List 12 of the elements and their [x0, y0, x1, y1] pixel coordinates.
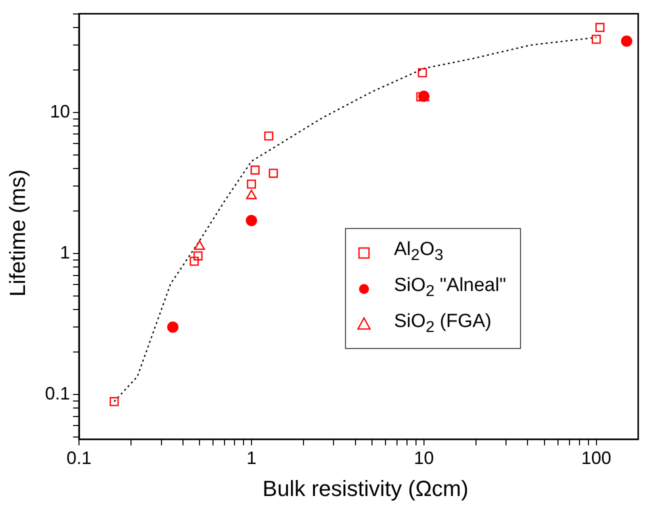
y-axis-title: Lifetime (ms) — [5, 168, 31, 299]
x-tick-label: 0.1 — [66, 448, 92, 468]
legend-label: SiO$_{2}$ (FGA) — [394, 310, 492, 338]
x-tick-label: 100 — [581, 448, 612, 468]
x-tick-label: 10 — [414, 448, 434, 468]
x-tick-label: 1 — [246, 448, 256, 468]
x-axis-title: Bulk resistivity (Ωcm) — [262, 476, 470, 502]
y-tick-label: 10 — [50, 101, 70, 122]
y-tick-label: 1 — [60, 242, 70, 262]
legend-label: SiO$_{2}$ "Alneal" — [394, 274, 506, 302]
y-tick-label: 0.1 — [44, 383, 70, 404]
legend-label: Al$_{2}$O$_{3}$ — [394, 238, 444, 266]
